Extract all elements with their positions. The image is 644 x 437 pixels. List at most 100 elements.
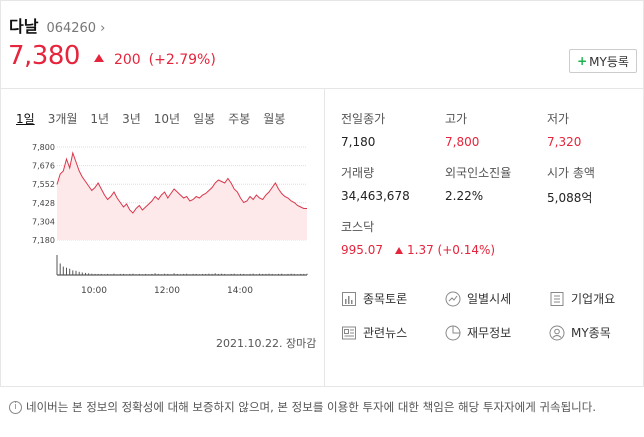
price-change: 200 — [113, 52, 141, 68]
tab-weekly-candle[interactable]: 주봉 — [228, 112, 251, 126]
volume-bar — [224, 273, 226, 275]
divider — [0, 88, 644, 89]
info-icon: i — [9, 401, 22, 414]
volume-bar — [262, 273, 264, 275]
plus-icon: + — [577, 54, 588, 68]
volume-bar — [173, 273, 175, 275]
volume-bar — [160, 274, 162, 275]
volume-bar — [192, 273, 194, 275]
prev-close: 전일종가 7,180 — [341, 110, 441, 149]
arrow-up-icon — [395, 247, 403, 254]
tab-daily-candle[interactable]: 일봉 — [193, 112, 216, 126]
my-register-label: MY등록 — [589, 54, 629, 69]
trend-icon — [445, 291, 461, 306]
y-tick-label: 7,676 — [32, 162, 55, 171]
low-price: 저가 7,320 — [547, 110, 644, 149]
volume-bar — [78, 271, 80, 275]
volume-bar — [240, 273, 241, 275]
pie-chart-icon — [445, 325, 461, 340]
volume-bar — [198, 274, 200, 275]
volume-bar — [119, 273, 121, 275]
news-icon — [342, 326, 356, 339]
high-value: 7,800 — [445, 135, 480, 149]
volume-bar — [303, 273, 305, 275]
trade-volume: 거래량 34,463,678 — [341, 164, 441, 203]
volume-bar — [85, 272, 86, 275]
volume-bar — [271, 273, 273, 275]
period-tabs: 1일 3개월 1년 3년 10년 일봉 주봉 월봉 — [16, 110, 298, 127]
price-change-rate: (+2.79%) — [148, 52, 216, 68]
volume-bar — [268, 273, 270, 275]
volume-bar — [66, 267, 67, 275]
volume-bar — [97, 273, 99, 275]
volume-bar — [293, 273, 295, 275]
y-tick-label: 7,552 — [32, 180, 55, 189]
tab-3y[interactable]: 3년 — [122, 112, 141, 126]
link-company-info[interactable]: 기업개요 — [549, 290, 615, 307]
prev-close-label: 전일종가 — [341, 112, 386, 126]
volume-bar — [91, 273, 93, 275]
tab-1y[interactable]: 1년 — [90, 112, 110, 126]
price-line — [56, 151, 307, 214]
volume-bar — [69, 268, 71, 275]
high-price: 고가 7,800 — [445, 110, 545, 149]
market-cap-label: 시가 총액 — [547, 166, 595, 180]
volume-bar — [107, 273, 109, 275]
volume-bar — [211, 273, 213, 275]
volume-bar — [281, 273, 283, 275]
volume-bar — [306, 273, 308, 275]
volume-bar — [62, 266, 64, 275]
volume-bar — [179, 274, 181, 275]
link-related-news[interactable]: 관련뉴스 — [341, 324, 407, 341]
x-axis-labels: 10:00 12:00 14:00 — [81, 286, 253, 296]
tab-10y[interactable]: 10년 — [153, 112, 181, 126]
stock-code[interactable]: 064260 — [46, 21, 97, 36]
volume-bar — [170, 274, 172, 275]
link-my-stocks[interactable]: MY종목 — [549, 324, 611, 341]
stock-name[interactable]: 다날 — [9, 17, 39, 36]
volume-bar — [75, 270, 77, 275]
kosdaq-values: 995.07 1.37 (+0.14%) — [341, 243, 591, 257]
y-tick-label: 7,800 — [32, 143, 55, 152]
my-register-button[interactable]: + MY등록 — [569, 49, 637, 73]
market-cap-value: 5,088억 — [547, 191, 593, 205]
volume-bar — [113, 273, 115, 275]
foreign-value: 2.22% — [445, 189, 484, 203]
kosdaq-change: 1.37 — [407, 243, 434, 257]
volume-bars — [56, 255, 308, 276]
volume-bar — [290, 273, 292, 275]
volume-bar — [148, 274, 150, 275]
chevron-right-icon[interactable]: › — [100, 21, 106, 36]
divider — [324, 88, 325, 387]
volume-bar — [278, 273, 279, 275]
link-financial-info[interactable]: 재무정보 — [445, 324, 511, 341]
arrow-up-icon — [93, 54, 104, 62]
tab-monthly-candle[interactable]: 월봉 — [263, 112, 286, 126]
link-discussion-label: 종목토론 — [363, 292, 408, 306]
bar-chart-icon — [342, 291, 356, 306]
volume-bar — [183, 273, 185, 275]
link-news-label: 관련뉴스 — [363, 326, 408, 340]
tab-1d[interactable]: 1일 — [16, 112, 35, 126]
price-row: 7,380 200 (+2.79%) — [8, 41, 216, 71]
volume-bar — [110, 274, 112, 275]
volume-bar — [138, 273, 140, 275]
volume-bar — [221, 273, 223, 275]
tab-3m[interactable]: 3개월 — [47, 112, 78, 126]
volume-bar — [151, 273, 153, 275]
volume-bar — [157, 273, 159, 275]
volume-bar — [195, 273, 197, 275]
x-tick-label: 10:00 — [81, 286, 107, 296]
x-tick-label: 14:00 — [227, 286, 253, 296]
volume-bar — [300, 273, 302, 275]
volume-bar — [227, 274, 229, 275]
stock-header[interactable]: 다날 064260 › — [9, 13, 105, 37]
link-discussion[interactable]: 종목토론 — [341, 290, 407, 307]
volume-bar — [186, 273, 188, 275]
disclaimer: i 네이버는 본 정보의 정확성에 대해 보증하지 않으며, 본 정보를 이용한… — [9, 400, 635, 415]
volume-bar — [132, 273, 134, 275]
link-daily-price[interactable]: 일별시세 — [445, 290, 511, 307]
foreign-ratio: 외국인소진율 2.22% — [445, 164, 545, 203]
list-icon — [550, 291, 564, 306]
intraday-chart[interactable]: 7,800 7,676 7,552 7,428 7,304 7,180 10:00 12:0… — [32, 142, 312, 302]
